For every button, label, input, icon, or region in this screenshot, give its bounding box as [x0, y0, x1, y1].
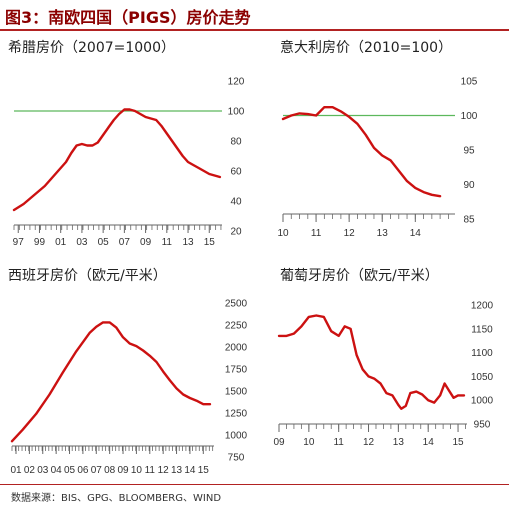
chart-title: 西班牙房价（欧元/平米） [8, 268, 167, 284]
y-tick-label: 1250 [225, 409, 248, 420]
x-tick-label: 97 [13, 237, 25, 248]
x-tick-label: 10 [131, 465, 143, 476]
y-tick-label: 20 [230, 227, 242, 238]
chart-title: 葡萄牙房价（欧元/平米） [280, 268, 439, 284]
x-tick-label: 09 [273, 437, 285, 448]
x-tick-label: 07 [91, 465, 103, 476]
x-tick-label: 05 [98, 237, 110, 248]
x-tick-label: 12 [363, 437, 375, 448]
x-tick-label: 01 [55, 237, 67, 248]
y-tick-label: 950 [474, 420, 491, 431]
figure-title: 图3：南欧四国（PIGS）房价走势 [5, 8, 251, 27]
y-tick-label: 80 [230, 137, 242, 148]
chart-panel-italy: 意大利房价（2010=100） 10 11 12 13 14 85 90 95 100 105 [255, 31, 509, 259]
x-tick-label: 14 [423, 437, 435, 448]
x-tick-label: 12 [344, 228, 356, 239]
chart-panel-spain: 西班牙房价（欧元/平米） 01 02 03 04 05 06 07 08 09 10 11 12 13 1… [0, 259, 255, 484]
x-tick-label: 02 [24, 465, 36, 476]
chart-svg: 10 11 12 13 14 85 90 95 100 105 [277, 77, 478, 240]
x-tick-label: 11 [145, 465, 156, 476]
y-tick-label: 1000 [471, 396, 494, 407]
x-tick-label: 01 [10, 465, 22, 476]
x-tick-label: 10 [277, 228, 289, 239]
y-tick-label: 95 [463, 146, 475, 157]
y-tick-label: 60 [230, 167, 242, 178]
chart-svg: 01 02 03 04 05 06 07 08 09 10 11 12 13 14 15 750 1000 125… [10, 299, 248, 477]
y-tick-label: 1050 [471, 372, 494, 383]
series-line [281, 105, 442, 198]
x-tick-label: 11 [162, 237, 173, 248]
figure-header: 图3：南欧四国（PIGS）房价走势 [0, 0, 509, 31]
y-tick-label: 40 [230, 197, 242, 208]
x-tick-label: 11 [311, 228, 322, 239]
x-tick-label: 13 [393, 437, 405, 448]
y-tick-label: 2250 [225, 321, 248, 332]
series-line [277, 314, 466, 411]
y-tick-label: 2500 [225, 299, 248, 310]
x-tick-label: 08 [104, 465, 116, 476]
y-tick-label: 120 [228, 77, 245, 88]
x-tick-label: 09 [140, 237, 152, 248]
chart-title: 意大利房价（2010=100） [280, 40, 453, 56]
x-tick-label: 09 [117, 465, 129, 476]
x-tick-label: 03 [37, 465, 49, 476]
chart-title: 希腊房价（2007=1000） [8, 40, 175, 56]
y-tick-label: 1500 [225, 387, 248, 398]
chart-svg: 09 10 11 12 13 14 15 950 1000 1050 1100 1150 1200 [273, 301, 494, 449]
x-tick-label: 15 [198, 465, 210, 476]
y-tick-label: 100 [461, 111, 478, 122]
y-tick-label: 1000 [225, 431, 248, 442]
x-tick-label: 05 [64, 465, 76, 476]
x-tick-label: 03 [76, 237, 88, 248]
x-tick-label: 06 [77, 465, 89, 476]
x-tick-label: 14 [184, 465, 196, 476]
chart-panel-greece: 希腊房价（2007=1000） 97 99 01 03 05 07 09 11 13 15 20 40… [0, 31, 255, 259]
x-tick-label: 11 [333, 437, 344, 448]
y-tick-label: 1750 [225, 365, 248, 376]
y-tick-label: 2000 [225, 343, 248, 354]
y-tick-label: 750 [228, 453, 245, 464]
x-tick-label: 99 [34, 237, 46, 248]
source-note: 数据来源：BIS、GPG、BLOOMBERG、WIND [11, 493, 222, 504]
series-line [10, 321, 212, 443]
y-tick-label: 85 [463, 215, 475, 226]
x-tick-label: 07 [119, 237, 131, 248]
x-tick-label: 12 [158, 465, 170, 476]
x-tick-label: 13 [377, 228, 389, 239]
y-tick-label: 1200 [471, 301, 494, 312]
y-tick-label: 1100 [471, 348, 493, 359]
figure-footer: 数据来源：BIS、GPG、BLOOMBERG、WIND [0, 484, 509, 507]
series-line [12, 108, 222, 212]
title-rule [0, 29, 509, 31]
x-tick-label: 13 [171, 465, 183, 476]
y-tick-label: 90 [463, 180, 475, 191]
x-tick-label: 10 [303, 437, 315, 448]
chart-svg: 97 99 01 03 05 07 09 11 13 15 20 40 60 80 100 120 [12, 77, 245, 249]
y-tick-label: 1150 [471, 324, 493, 335]
x-tick-label: 15 [452, 437, 464, 448]
x-tick-label: 04 [51, 465, 63, 476]
x-tick-label: 14 [410, 228, 422, 239]
x-tick-label: 15 [204, 237, 216, 248]
x-tick-label: 13 [182, 237, 194, 248]
y-tick-label: 105 [461, 77, 478, 88]
y-tick-label: 100 [228, 107, 245, 118]
chart-panel-portugal: 葡萄牙房价（欧元/平米） 09 10 11 12 13 14 15 950 1000 1050 11… [255, 259, 509, 484]
